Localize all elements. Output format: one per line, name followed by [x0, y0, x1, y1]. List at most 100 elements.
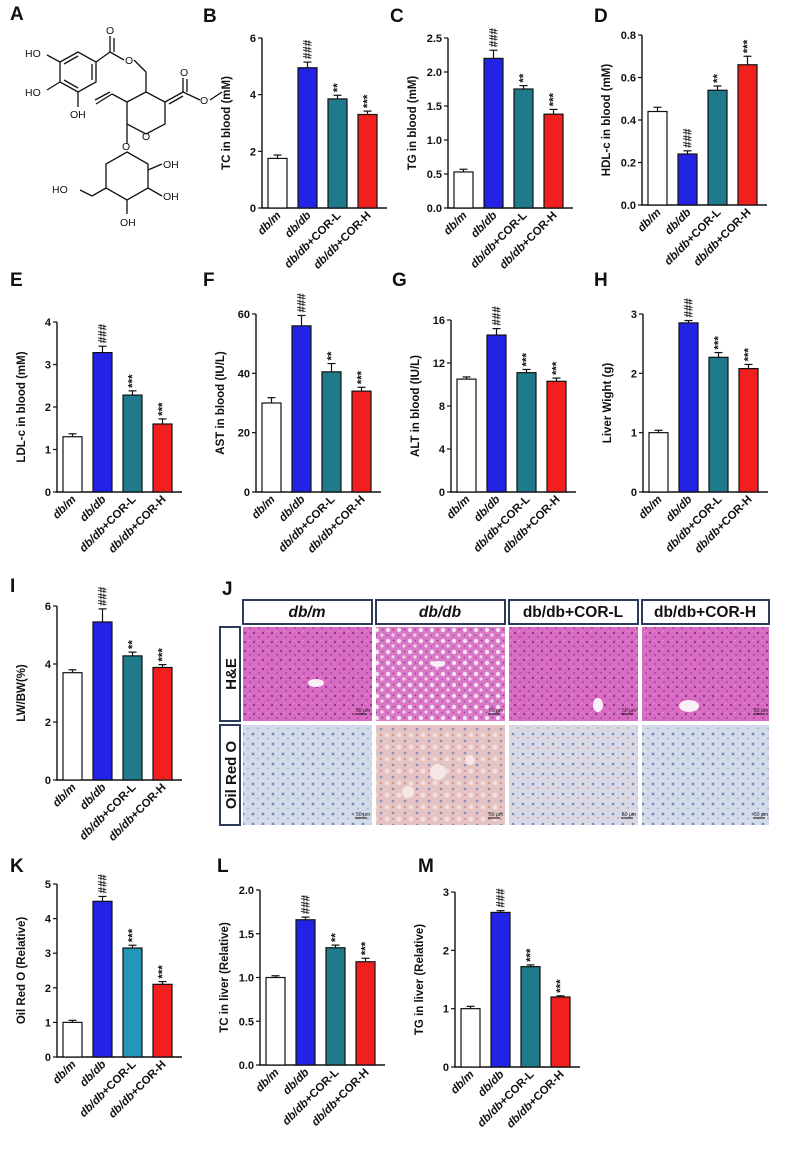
bar-3 [546, 380, 567, 493]
y-tick-label: 0 [439, 487, 445, 499]
y-tick-label: 0.0 [621, 200, 636, 212]
y-tick-label: 0.8 [621, 30, 636, 42]
bar-2 [122, 655, 143, 781]
y-tick-label: 3 [631, 309, 637, 321]
bar-2 [516, 372, 537, 493]
panel-letter: L [217, 856, 229, 877]
category-label: db/m [51, 1059, 79, 1087]
bar-3 [152, 666, 173, 781]
significance-marker: *** [158, 648, 170, 662]
y-tick-label: 0 [631, 487, 637, 499]
y-tick-label: 8 [439, 401, 445, 413]
significance-marker: ### [98, 323, 110, 343]
atom-label: O [200, 95, 208, 107]
y-tick-label: 2.0 [239, 885, 254, 897]
y-axis-label: TC in blood (mM) [221, 76, 233, 170]
significance-marker: *** [158, 965, 170, 979]
panel-letter-a: A [10, 4, 24, 25]
bar-1 [92, 900, 113, 1058]
significance-marker: *** [128, 928, 140, 942]
scale-bar-label: 50 μm [754, 708, 768, 714]
y-tick-label: 0 [250, 203, 256, 215]
bar-charts: B 0 2 4 6 TC in blood (mM) db/m ### db/db ** db/db… [10, 6, 768, 1131]
histology-col-headers: db/m db/db db/db+COR-L db/db+COR-H [242, 599, 770, 625]
atom-label: O [125, 55, 133, 67]
chart-panel-l: L 0.0 0.5 1.0 1.5 2.0 TC in liver (Relative) db… [217, 856, 385, 1129]
scale-bar-label: 50 μm [754, 812, 768, 818]
y-axis-label: Oil Red O (Relative) [16, 917, 28, 1025]
category-label-italic: db/m [637, 494, 665, 522]
bar-1 [295, 919, 316, 1066]
y-tick-label: 3 [45, 360, 51, 372]
bar-1 [92, 352, 113, 493]
column-header-corl: db/db+COR-L [523, 604, 623, 621]
y-tick-label: 6 [250, 33, 256, 45]
category-label-italic: db/m [449, 1069, 477, 1097]
panel-letter: I [10, 576, 15, 597]
bar-3 [152, 983, 173, 1058]
category-label-italic: db/m [636, 207, 664, 235]
panel-letter: B [203, 6, 217, 27]
micrograph-vessel [431, 661, 445, 667]
y-axis-label: LW/BW(%) [16, 664, 28, 722]
y-tick-label: 3 [443, 887, 449, 899]
scale-bar-label: 50 μm [489, 812, 503, 818]
panel-letter: K [10, 856, 24, 877]
bar-0 [647, 110, 668, 206]
atom-label: O [122, 141, 130, 153]
y-tick-label: 1.0 [427, 135, 442, 147]
significance-marker: ### [98, 874, 110, 894]
significance-marker: *** [552, 361, 564, 375]
atom-label: OH [120, 217, 136, 229]
chart-panel-i: I0246LW/BW(%)db/m###db/db**db/db+COR-L**… [10, 576, 182, 844]
bar-3 [737, 64, 758, 206]
y-tick-label: 16 [433, 315, 445, 327]
y-axis-label: AST in blood (IU/L) [215, 351, 227, 455]
micrograph-he-corh [642, 627, 769, 721]
category-label: db/m [250, 494, 278, 522]
significance-marker: ### [98, 586, 110, 606]
scale-bar-label: 50 μm [356, 812, 370, 818]
y-tick-label: 1 [45, 1017, 51, 1029]
significance-marker: ### [496, 888, 508, 908]
micrograph-oil-dbm [243, 725, 372, 825]
bar-2 [321, 371, 342, 493]
bar-2 [325, 947, 346, 1066]
bar-0 [261, 402, 282, 493]
panel-letter-j: J [222, 579, 233, 600]
bar-2 [122, 394, 143, 493]
significance-marker: ### [683, 128, 695, 148]
significance-marker: ** [713, 74, 725, 83]
significance-marker: ### [489, 27, 501, 47]
y-tick-label: 0 [244, 487, 250, 499]
y-tick-label: 4 [45, 659, 52, 671]
scale-bar-label: 50 μm [356, 708, 370, 714]
category-label: db/m [449, 1069, 477, 1097]
bar-3 [355, 961, 376, 1066]
significance-marker: ### [684, 298, 696, 318]
category-label-italic: db/m [250, 494, 278, 522]
y-tick-label: 1 [45, 445, 51, 457]
panel-letter: D [594, 6, 608, 27]
significance-marker: *** [128, 374, 140, 388]
atom-label: HO [52, 184, 68, 196]
atom-label: O [142, 131, 150, 143]
significance-marker: *** [549, 92, 561, 106]
chemical-structure [46, 36, 223, 214]
bar-1 [678, 322, 699, 493]
y-tick-label: 0.5 [239, 1016, 254, 1028]
y-tick-label: 2.0 [427, 67, 442, 79]
significance-marker: *** [526, 948, 538, 962]
bar-1 [291, 325, 312, 493]
significance-marker: *** [158, 402, 170, 416]
significance-marker: *** [363, 94, 375, 108]
y-tick-label: 0 [45, 775, 51, 787]
micrograph-he-dbdb [376, 627, 505, 721]
scale-bar-label: 50 μm [489, 708, 503, 714]
y-tick-label: 2 [443, 945, 449, 957]
category-label: db/m [51, 782, 79, 810]
category-label-italic: db/m [51, 494, 79, 522]
